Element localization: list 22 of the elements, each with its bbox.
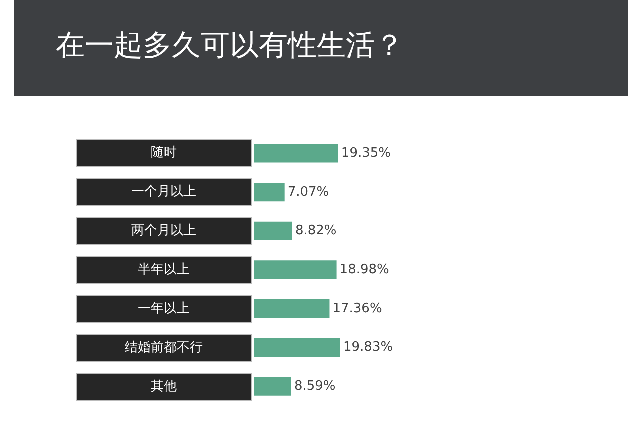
bar	[254, 377, 292, 396]
data-label: 19.83%	[344, 340, 394, 356]
y-tick-label: 一个月以上	[132, 184, 196, 200]
y-tick-label: 随时	[151, 146, 177, 160]
data-label: 17.36%	[332, 301, 382, 316]
y-tick-label: 一年以上	[138, 302, 190, 316]
bar	[254, 182, 285, 202]
bar	[254, 222, 292, 240]
y-tick-label: 两个月以上	[132, 224, 196, 238]
bar	[254, 338, 340, 358]
data-label: 18.98%	[340, 262, 390, 278]
bar	[254, 144, 338, 163]
y-tick-label: 半年以上	[138, 262, 190, 278]
data-label: 7.07%	[288, 184, 330, 200]
chart-title: 在一起多久可以有性生活？	[56, 27, 404, 64]
bar	[254, 260, 337, 280]
data-label: 8.82%	[295, 224, 337, 239]
data-label: 8.59%	[294, 379, 336, 394]
bar	[254, 300, 330, 318]
data-label: 19.35%	[341, 146, 391, 161]
y-tick-label: 结婚前都不行	[125, 340, 203, 356]
y-tick-label: 其他	[151, 380, 177, 394]
